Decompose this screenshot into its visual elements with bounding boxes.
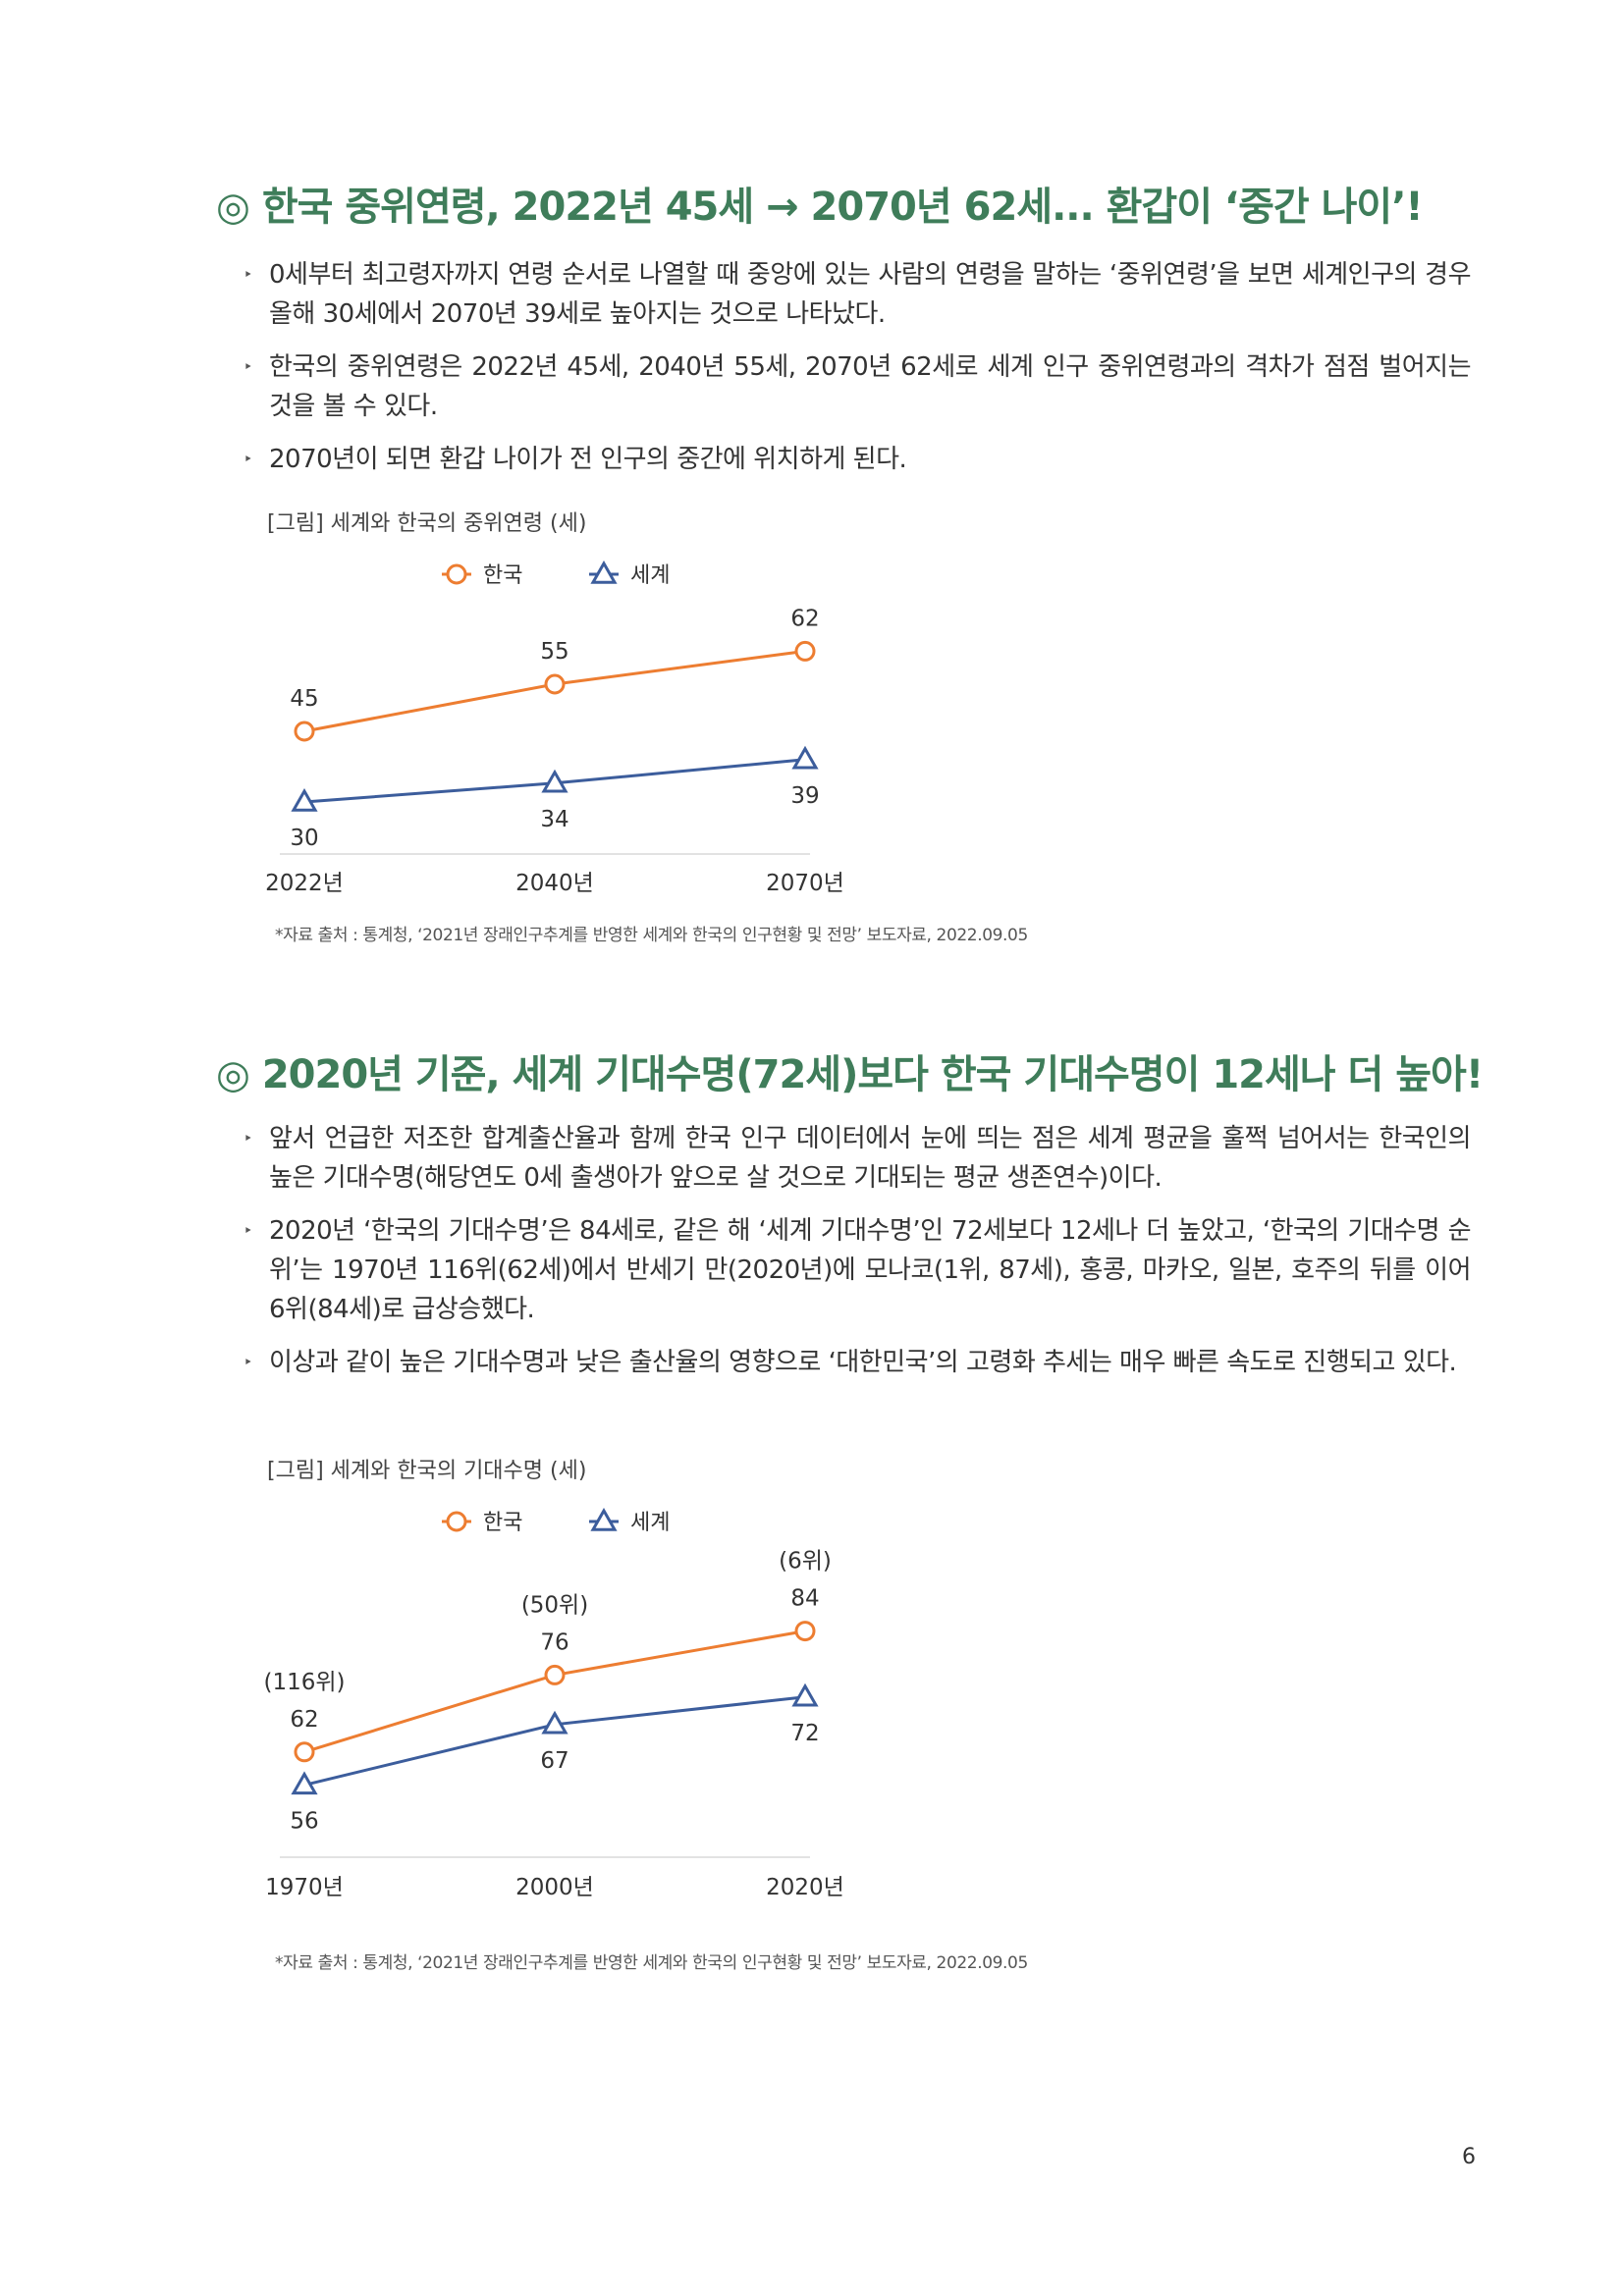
bullet-text: 한국의 중위연령은 2022년 45세, 2040년 55세, 2070년 62… xyxy=(269,352,1472,421)
data-label: 76 xyxy=(540,1629,568,1655)
x-tick-label: 2022년 xyxy=(265,871,344,896)
section2-bullet-list: ‣ 앞서 언급한 저조한 합계출산율과 함께 한국 인구 데이터에서 눈에 띄는 … xyxy=(243,1119,1472,1396)
x-tick-label: 2020년 xyxy=(766,1875,844,1900)
data-point-triangle xyxy=(541,769,568,793)
data-label: 34 xyxy=(540,807,568,832)
list-item: ‣ 0세부터 최고령자까지 연령 순서로 나열할 때 중앙에 있는 사람의 연령을… xyxy=(243,255,1472,334)
data-point-circle xyxy=(794,640,816,662)
data-point-triangle xyxy=(791,1682,819,1707)
data-label: 84 xyxy=(790,1586,819,1612)
data-point-triangle xyxy=(291,787,318,812)
life-expectancy-chart: 한국 세계 62 (116위) 76 (50위) 84 (6위) 56 67 72 1970년 2000… xyxy=(263,1507,844,1900)
data-point-triangle xyxy=(541,1710,568,1735)
x-tick-label: 2000년 xyxy=(515,1875,594,1900)
x-tick-label: 2070년 xyxy=(766,871,844,896)
data-point-circle xyxy=(544,1664,566,1685)
figure2-source: *자료 출처 : 통계청, ‘2021년 장래인구추계를 반영한 세계와 한국의… xyxy=(275,1953,1028,1973)
data-annotation: (6위) xyxy=(779,1549,832,1575)
legend-triangle-marker xyxy=(590,560,618,584)
median-age-chart: 한국 세계 45 55 62 30 34 39 2022년 2040년 2070년 xyxy=(265,560,844,896)
data-point-triangle xyxy=(791,745,819,770)
data-annotation: (116위) xyxy=(263,1670,345,1695)
data-label: 56 xyxy=(290,1808,318,1834)
data-label: 72 xyxy=(790,1721,819,1746)
legend-label: 세계 xyxy=(630,563,670,588)
x-tick-label: 1970년 xyxy=(265,1875,344,1900)
data-point-triangle xyxy=(291,1771,318,1795)
bullet-marker: ‣ xyxy=(243,450,252,468)
list-item: ‣ 2020년 ‘한국의 기대수명’은 84세로, 같은 해 ‘세계 기대수명’인… xyxy=(243,1211,1472,1329)
data-point-circle xyxy=(544,673,566,695)
list-item: ‣ 2070년이 되면 환갑 나이가 전 인구의 중간에 위치하게 된다. xyxy=(243,440,1471,479)
section1-bullet-list: ‣ 0세부터 최고령자까지 연령 순서로 나열할 때 중앙에 있는 사람의 연령을… xyxy=(243,255,1472,493)
list-item: ‣ 한국의 중위연령은 2022년 45세, 2040년 55세, 2070년 6… xyxy=(243,347,1472,426)
legend-label: 한국 xyxy=(483,563,522,588)
data-annotation: (50위) xyxy=(521,1592,588,1618)
data-label: 67 xyxy=(540,1748,568,1774)
data-point-circle xyxy=(794,1621,816,1642)
data-label: 30 xyxy=(290,826,318,851)
legend-circle-marker xyxy=(446,1511,467,1532)
bullet-marker: ‣ xyxy=(243,1129,252,1148)
bullet-text: 2020년 ‘한국의 기대수명’은 84세로, 같은 해 ‘세계 기대수명’인 … xyxy=(269,1216,1472,1324)
section2-heading: ◎ 2020년 기준, 세계 기대수명(72세)보다 한국 기대수명이 12세나… xyxy=(216,1052,1484,1097)
bullet-text: 앞서 언급한 저조한 합계출산율과 함께 한국 인구 데이터에서 눈에 띄는 점… xyxy=(269,1124,1472,1193)
legend-circle-marker xyxy=(446,563,467,585)
legend-label: 한국 xyxy=(483,1511,522,1535)
figure1-title: [그림] 세계와 한국의 중위연령 (세) xyxy=(267,511,587,536)
figure1-source: *자료 출처 : 통계청, ‘2021년 장래인구추계를 반영한 세계와 한국의… xyxy=(275,926,1028,945)
bullet-marker: ‣ xyxy=(243,265,252,284)
bullet-marker: ‣ xyxy=(243,1353,252,1371)
bullet-text: 0세부터 최고령자까지 연령 순서로 나열할 때 중앙에 있는 사람의 연령을 … xyxy=(269,260,1472,329)
section1-heading: ◎ 한국 중위연령, 2022년 45세 → 2070년 62세... 환갑이 … xyxy=(216,185,1424,230)
bullet-text: 이상과 같이 높은 기대수명과 낮은 출산율의 영향으로 ‘대한민국’의 고령화… xyxy=(269,1348,1457,1377)
bullet-marker: ‣ xyxy=(243,357,252,376)
x-tick-label: 2040년 xyxy=(515,871,594,896)
data-label: 45 xyxy=(290,686,318,712)
page-number: 6 xyxy=(1462,2145,1476,2169)
data-label: 55 xyxy=(540,639,568,665)
legend-triangle-marker xyxy=(590,1507,618,1531)
bullet-marker: ‣ xyxy=(243,1221,252,1240)
data-label: 62 xyxy=(790,606,819,631)
data-label: 62 xyxy=(290,1707,318,1733)
data-point-circle xyxy=(294,721,315,742)
list-item: ‣ 앞서 언급한 저조한 합계출산율과 함께 한국 인구 데이터에서 눈에 띄는 … xyxy=(243,1119,1472,1198)
list-item: ‣ 이상과 같이 높은 기대수명과 낮은 출산율의 영향으로 ‘대한민국’의 고령… xyxy=(243,1343,1471,1382)
legend-label: 세계 xyxy=(630,1511,670,1535)
bullet-text: 2070년이 되면 환갑 나이가 전 인구의 중간에 위치하게 된다. xyxy=(269,445,907,474)
data-label: 39 xyxy=(790,783,819,809)
data-point-circle xyxy=(294,1741,315,1763)
figure2-title: [그림] 세계와 한국의 기대수명 (세) xyxy=(267,1459,587,1483)
